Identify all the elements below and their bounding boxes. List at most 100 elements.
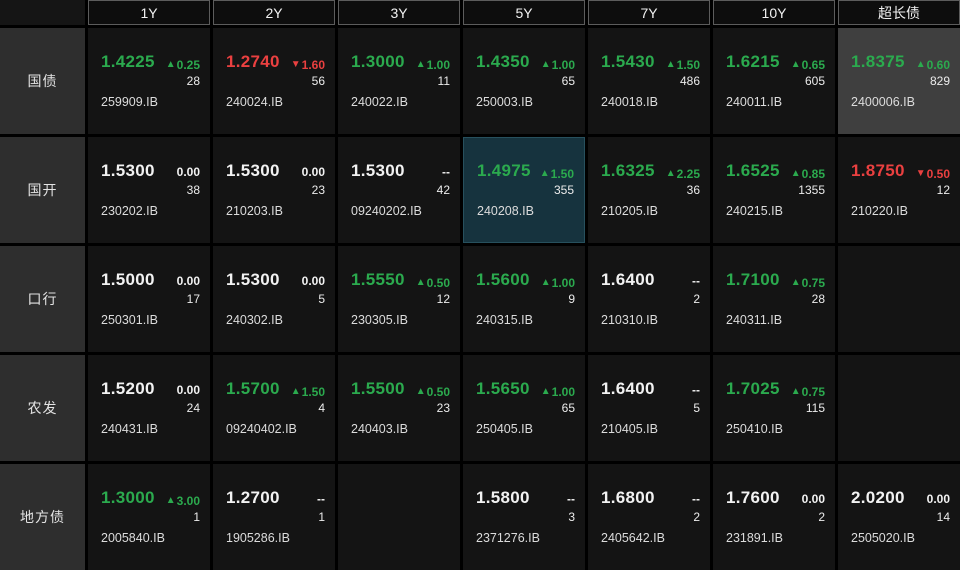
quote-line: 1.6215 ▲ 0.65: [726, 52, 825, 72]
bond-code: 240403.IB: [351, 422, 408, 436]
change-value: --: [692, 274, 700, 288]
quote-cell[interactable]: 1.5700 ▲ 1.50 4 09240402.IB: [213, 355, 335, 461]
corner-cell: [0, 0, 85, 25]
quote-line: 1.5430 ▲ 1.50: [601, 52, 700, 72]
quote-cell[interactable]: 1.5800 -- 3 2371276.IB: [463, 464, 585, 570]
bond-code: 210310.IB: [601, 313, 658, 327]
quote-cell[interactable]: 1.5000 0.00 17 250301.IB: [88, 246, 210, 352]
up-arrow-icon: ▲: [290, 386, 301, 397]
quote-cell[interactable]: 1.5550 ▲ 0.50 12 230305.IB: [338, 246, 460, 352]
row-label-3[interactable]: 农发: [0, 355, 85, 461]
volume-value: 23: [436, 401, 450, 415]
quote-cell[interactable]: 2.0200 0.00 14 2505020.IB: [838, 464, 960, 570]
price-value: 1.4975: [477, 161, 531, 180]
price-value: 1.8375: [851, 52, 905, 71]
tenor-header-4[interactable]: 7Y: [588, 0, 710, 25]
tenor-header-6[interactable]: 超长债: [838, 0, 960, 25]
quote-line: 1.5300 0.00: [226, 270, 325, 290]
tenor-header-2[interactable]: 3Y: [338, 0, 460, 25]
bond-code: 250410.IB: [726, 422, 783, 436]
change-value: ▼ 0.50: [916, 167, 950, 181]
volume-value: 42: [436, 183, 450, 197]
quote-cell[interactable]: 1.4975 ▲ 1.50 355 240208.IB: [463, 137, 585, 243]
change-value: ▲ 0.85: [791, 167, 825, 181]
volume-value: 24: [186, 401, 200, 415]
quote-cell[interactable]: 1.5430 ▲ 1.50 486 240018.IB: [588, 28, 710, 134]
quote-cell[interactable]: 1.6525 ▲ 0.85 1355 240215.IB: [713, 137, 835, 243]
change-amount: 0.00: [301, 165, 325, 179]
change-amount: 1.60: [301, 58, 325, 72]
quote-cell[interactable]: 1.5300 0.00 38 230202.IB: [88, 137, 210, 243]
quote-cell[interactable]: 1.4350 ▲ 1.00 65 250003.IB: [463, 28, 585, 134]
quote-cell[interactable]: 1.5300 0.00 5 240302.IB: [213, 246, 335, 352]
bond-code: 250003.IB: [476, 95, 533, 109]
bond-code: 240011.IB: [726, 95, 783, 109]
quote-cell[interactable]: 1.5600 ▲ 1.00 9 240315.IB: [463, 246, 585, 352]
change-amount: 0.00: [176, 274, 200, 288]
quote-line: 1.6800 --: [601, 488, 700, 508]
quote-cell[interactable]: 1.7025 ▲ 0.75 115 250410.IB: [713, 355, 835, 461]
row-label-1[interactable]: 国开: [0, 137, 85, 243]
row-label-0[interactable]: 国债: [0, 28, 85, 134]
volume-value: 12: [436, 292, 450, 306]
bond-code: 240315.IB: [476, 313, 533, 327]
up-arrow-icon: ▲: [539, 168, 550, 179]
change-value: ▲ 1.50: [540, 167, 574, 181]
change-amount: --: [317, 492, 325, 506]
quote-cell[interactable]: 1.4225 ▲ 0.25 28 259909.IB: [88, 28, 210, 134]
change-amount: 1.50: [301, 385, 325, 399]
quote-line: 1.6325 ▲ 2.25: [601, 161, 700, 181]
quote-cell[interactable]: 1.5300 0.00 23 210203.IB: [213, 137, 335, 243]
quote-line: 1.3000 ▲ 1.00: [351, 52, 450, 72]
bond-code: 240302.IB: [226, 313, 283, 327]
row-label-2[interactable]: 口行: [0, 246, 85, 352]
bond-code: 2400006.IB: [851, 95, 915, 109]
quote-line: 1.5650 ▲ 1.00: [476, 379, 575, 399]
quote-cell[interactable]: 1.6400 -- 2 210310.IB: [588, 246, 710, 352]
change-amount: --: [567, 492, 575, 506]
quote-cell[interactable]: 1.8750 ▼ 0.50 12 210220.IB: [838, 137, 960, 243]
quote-line: 1.4225 ▲ 0.25: [101, 52, 200, 72]
change-amount: 0.50: [426, 276, 450, 290]
quote-cell[interactable]: 1.5200 0.00 24 240431.IB: [88, 355, 210, 461]
change-amount: 0.00: [801, 492, 825, 506]
price-value: 1.7100: [726, 270, 780, 289]
quote-cell[interactable]: 1.2740 ▼ 1.60 56 240024.IB: [213, 28, 335, 134]
quote-cell[interactable]: 1.7600 0.00 2 231891.IB: [713, 464, 835, 570]
tenor-header-1[interactable]: 2Y: [213, 0, 335, 25]
change-amount: 0.50: [426, 385, 450, 399]
quote-cell[interactable]: 1.8375 ▲ 0.60 829 2400006.IB: [838, 28, 960, 134]
quote-line: 1.7025 ▲ 0.75: [726, 379, 825, 399]
change-amount: 0.85: [801, 167, 825, 181]
quote-line: 1.6400 --: [601, 270, 700, 290]
quote-cell[interactable]: 1.3000 ▲ 3.00 1 2005840.IB: [88, 464, 210, 570]
volume-value: 2: [693, 510, 700, 524]
up-arrow-icon: ▲: [415, 277, 426, 288]
quote-cell[interactable]: 1.6800 -- 2 2405642.IB: [588, 464, 710, 570]
tenor-header-3[interactable]: 5Y: [463, 0, 585, 25]
change-amount: 1.50: [550, 167, 574, 181]
change-value: --: [692, 383, 700, 397]
quote-cell[interactable]: 1.7100 ▲ 0.75 28 240311.IB: [713, 246, 835, 352]
quote-cell[interactable]: 1.6215 ▲ 0.65 605 240011.IB: [713, 28, 835, 134]
change-value: ▲ 0.60: [916, 58, 950, 72]
quote-cell[interactable]: 1.5650 ▲ 1.00 65 250405.IB: [463, 355, 585, 461]
quote-cell[interactable]: 1.5300 -- 42 09240202.IB: [338, 137, 460, 243]
quote-cell[interactable]: 1.2700 -- 1 1905286.IB: [213, 464, 335, 570]
quote-cell[interactable]: 1.6400 -- 5 210405.IB: [588, 355, 710, 461]
bond-code: 2371276.IB: [476, 531, 540, 545]
quote-cell[interactable]: 1.5500 ▲ 0.50 23 240403.IB: [338, 355, 460, 461]
up-arrow-icon: ▲: [790, 386, 801, 397]
volume-value: 4: [318, 401, 325, 415]
change-value: ▲ 1.00: [416, 58, 450, 72]
quote-line: 1.4975 ▲ 1.50: [477, 161, 574, 181]
quote-cell[interactable]: 1.3000 ▲ 1.00 11 240022.IB: [338, 28, 460, 134]
tenor-header-0[interactable]: 1Y: [88, 0, 210, 25]
bond-code: 240022.IB: [351, 95, 408, 109]
tenor-header-5[interactable]: 10Y: [713, 0, 835, 25]
quote-cell[interactable]: 1.6325 ▲ 2.25 36 210205.IB: [588, 137, 710, 243]
row-label-4[interactable]: 地方债: [0, 464, 85, 570]
price-value: 1.5500: [351, 379, 405, 398]
quote-cell-empty: [338, 464, 460, 570]
